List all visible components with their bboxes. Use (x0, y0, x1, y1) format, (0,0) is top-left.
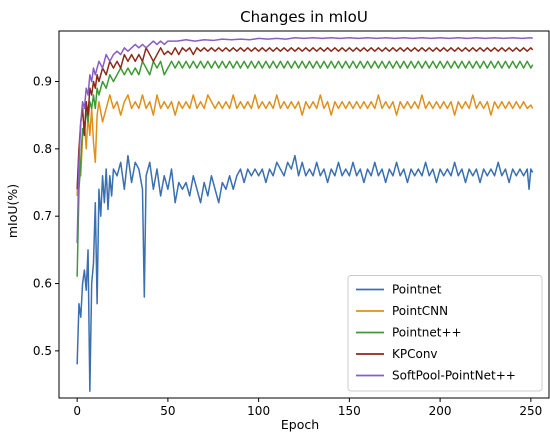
y-tick-label: 0.7 (33, 209, 52, 223)
legend-label-1: PointCNN (392, 304, 448, 318)
x-tick-label: 200 (429, 404, 452, 418)
plot-frame (58, 30, 550, 399)
x-tick-label: 100 (247, 404, 270, 418)
x-axis-label: Epoch (281, 417, 319, 432)
y-axis-ticks: 0.5 0.6 0.7 0.8 0.9 (33, 75, 59, 358)
x-tick-label: 0 (73, 404, 81, 418)
series-line-0 (76, 154, 534, 393)
legend-label-3: KPConv (392, 347, 438, 361)
x-tick-label: 150 (338, 404, 361, 418)
series-line-4 (76, 36, 533, 244)
y-axis-label: mIoU(%) (5, 184, 20, 238)
x-tick-label: 250 (519, 404, 542, 418)
series-line-3 (76, 47, 534, 190)
series-line-1 (76, 94, 534, 197)
series-line-2 (76, 60, 534, 277)
y-tick-label: 0.5 (33, 344, 52, 358)
legend-label-4: SoftPool-PointNet++ (392, 369, 516, 383)
legend-box (347, 275, 543, 392)
legend: Pointnet PointCNN Pointnet++ KPConv SoftPool… (347, 275, 543, 392)
y-tick-label: 0.9 (33, 75, 52, 89)
legend-label-0: Pointnet (392, 283, 442, 297)
x-axis-ticks: 0 50 100 150 200 250 (73, 398, 542, 418)
chart-title: Changes in mIoU (240, 8, 368, 26)
x-tick-label: 50 (160, 404, 175, 418)
legend-label-2: Pointnet++ (392, 326, 462, 340)
y-tick-label: 0.6 (33, 277, 52, 291)
y-tick-label: 0.8 (33, 142, 52, 156)
plot-area (58, 30, 550, 399)
